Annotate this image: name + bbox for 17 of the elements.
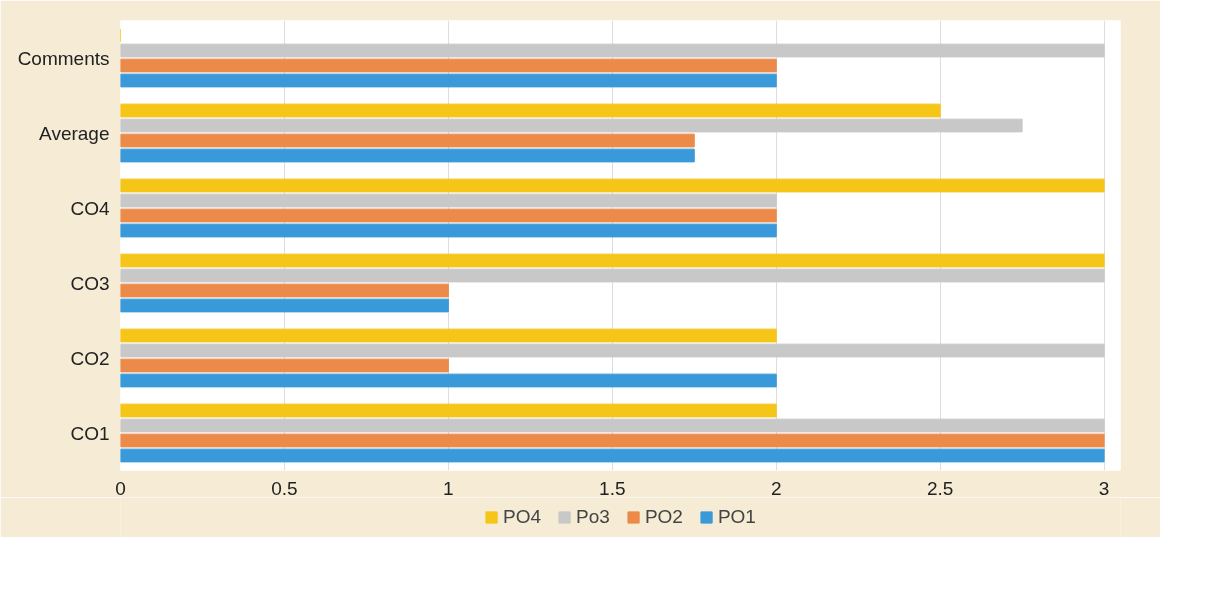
x-tick-label: 3: [1098, 477, 1110, 499]
x-tick-label: 2.5: [926, 477, 954, 499]
x-tick-label: 0.5: [271, 477, 298, 499]
x-tick-label: 2: [770, 477, 782, 499]
y-tick-label: CO2: [70, 347, 110, 369]
y-tick-label: CO3: [70, 272, 110, 294]
x-tick-label: 1: [443, 477, 454, 499]
legend-label: PO4: [503, 506, 542, 528]
legend-label: Po3: [576, 506, 610, 528]
legend-label: PO1: [717, 506, 756, 528]
y-tick-label: Average: [39, 122, 110, 144]
y-tick-label: Comments: [17, 47, 110, 69]
y-tick-label: CO1: [70, 422, 110, 444]
legend-label: PO2: [644, 506, 683, 528]
x-tick-label: 1.5: [599, 477, 626, 499]
y-tick-label: CO4: [70, 197, 110, 219]
x-tick-label: 0: [115, 477, 126, 499]
